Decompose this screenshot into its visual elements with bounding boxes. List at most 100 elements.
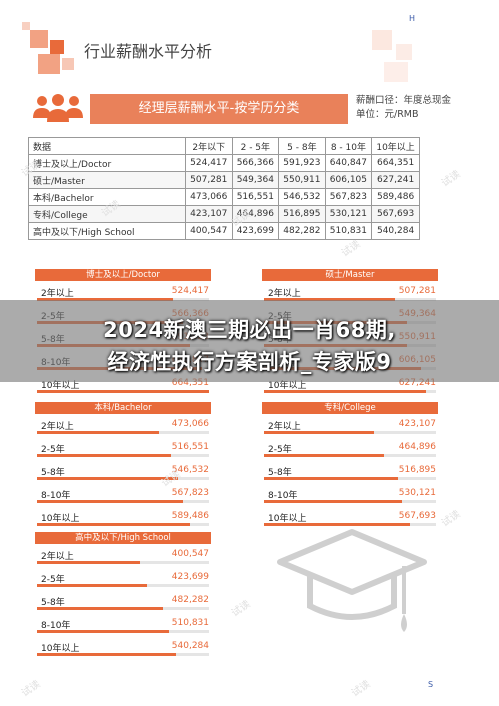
bar-fill	[264, 477, 399, 480]
bar-fill	[37, 390, 209, 393]
bar-fill	[264, 298, 395, 301]
bar-label: 2年以上	[41, 422, 74, 432]
bar-fill	[37, 584, 148, 587]
bar-row: 5-8年 546,532	[35, 460, 211, 483]
bar-label: 5-8年	[268, 468, 292, 478]
bar-value: 482,282	[171, 595, 209, 605]
bar-row: 2-5年 464,896	[262, 437, 438, 460]
bar-value: 516,895	[398, 465, 436, 475]
watermark: 试读	[439, 168, 463, 190]
bar-label: 10年以上	[41, 381, 80, 391]
salary-basis-note: 薪酬口径：年度总现金	[356, 95, 452, 106]
bar-fill	[264, 500, 402, 503]
bar-track	[37, 431, 209, 434]
bar-fill	[37, 500, 184, 503]
bar-value: 546,532	[171, 465, 209, 475]
bar-label: 2-5年	[41, 575, 65, 585]
unit-note: 薪酬口径：年度总现金 单位：元/RMB	[356, 94, 451, 122]
graduation-cap-icon	[277, 529, 427, 632]
table-cell: 473,066	[185, 188, 233, 206]
bar-fill	[37, 477, 179, 480]
panel-bachelor: 本科/Bachelor 2年以上 473,066 2-5年 516,551 5-8年 54…	[35, 402, 211, 529]
bar-fill	[37, 454, 172, 457]
panel-title: 高中及以下/High School	[35, 532, 211, 544]
panel-college: 专科/College 2年以上 423,107 2-5年 464,896 5-8年 516…	[262, 402, 438, 529]
table-cell: 400,547	[185, 222, 233, 240]
bar-track	[37, 454, 209, 457]
bar-row: 2年以上 473,066	[35, 414, 211, 437]
bar-fill	[37, 298, 173, 301]
bar-track	[37, 584, 209, 587]
bar-label: 8-10年	[41, 621, 71, 631]
row-label: 高中及以下/High School	[28, 222, 186, 240]
bar-track	[264, 454, 436, 457]
table-row: 本科/Bachelor 473,066 516,551 546,532 567,…	[28, 188, 420, 206]
table-cell: 640,847	[324, 154, 373, 172]
table-header-cell: 5 - 8年	[278, 137, 326, 155]
bar-track	[37, 607, 209, 610]
table-cell: 524,417	[185, 154, 233, 172]
bar-row: 8-10年 510,831	[35, 613, 211, 636]
bar-value: 567,823	[171, 488, 209, 498]
watermark: 试读	[229, 598, 253, 620]
bar-track	[37, 630, 209, 633]
table-cell: 664,351	[371, 154, 420, 172]
table-cell: 510,831	[324, 222, 373, 240]
table-cell: 567,693	[371, 205, 420, 223]
table-cell: 516,895	[278, 205, 326, 223]
watermark: 试读	[19, 678, 43, 700]
table-cell: 507,281	[185, 171, 233, 189]
bar-label: 5-8年	[41, 598, 65, 608]
bar-track	[37, 561, 209, 564]
bar-track	[37, 298, 209, 301]
bar-value: 540,284	[171, 641, 209, 651]
bar-row: 2年以上 524,417	[35, 281, 211, 304]
panel-title: 博士及以上/Doctor	[35, 269, 211, 281]
table-row: 博士及以上/Doctor 524,417 566,366 591,923 640…	[28, 154, 420, 172]
bar-value: 473,066	[171, 419, 209, 429]
bar-value: 567,693	[398, 511, 436, 521]
table-cell: 627,241	[371, 171, 420, 189]
bar-label: 2年以上	[268, 422, 301, 432]
bar-value: 516,551	[171, 442, 209, 452]
table-header-cell: 2年以下	[185, 137, 233, 155]
bar-fill	[37, 431, 160, 434]
bar-label: 8-10年	[41, 491, 71, 501]
table-header-cell: 数据	[28, 137, 186, 155]
table-cell: 567,823	[324, 188, 373, 206]
table-header-cell: 8 - 10年	[324, 137, 373, 155]
people-group-icon	[33, 94, 83, 122]
bar-value: 464,896	[398, 442, 436, 452]
bar-row: 8-10年 530,121	[262, 483, 438, 506]
bar-fill	[37, 630, 170, 633]
bar-label: 2-5年	[41, 445, 65, 455]
bar-row: 10年以上 589,486	[35, 506, 211, 529]
bar-label: 5-8年	[41, 468, 65, 478]
bar-value: 423,699	[171, 572, 209, 582]
bar-value: 627,241	[398, 378, 436, 388]
salary-table: 数据 2年以下 2 - 5年 5 - 8年 8 - 10年 10年以上 博士及以…	[28, 137, 420, 240]
bar-fill	[37, 561, 141, 564]
bar-fill	[37, 653, 177, 656]
table-cell: 566,366	[231, 154, 280, 172]
bar-value: 530,121	[398, 488, 436, 498]
table-cell: 516,551	[231, 188, 280, 206]
panel-title: 硕士/Master	[262, 269, 438, 281]
bar-fill	[264, 523, 411, 526]
bar-label: 10年以上	[268, 381, 307, 391]
table-cell: 606,105	[324, 171, 373, 189]
bar-row: 2-5年 516,551	[35, 437, 211, 460]
bar-track	[37, 390, 209, 393]
bar-label: 2年以上	[41, 552, 74, 562]
bar-label: 2年以上	[268, 289, 301, 299]
table-cell: 549,364	[231, 171, 280, 189]
bar-row: 10年以上 627,241	[262, 373, 438, 396]
bar-label: 10年以上	[41, 514, 80, 524]
table-cell: 530,121	[324, 205, 373, 223]
bar-track	[264, 390, 436, 393]
table-header-row: 数据 2年以下 2 - 5年 5 - 8年 8 - 10年 10年以上	[28, 137, 420, 155]
bar-label: 10年以上	[41, 644, 80, 654]
table-cell: 423,107	[185, 205, 233, 223]
row-label: 博士及以上/Doctor	[28, 154, 186, 172]
bar-row: 5-8年 516,895	[262, 460, 438, 483]
